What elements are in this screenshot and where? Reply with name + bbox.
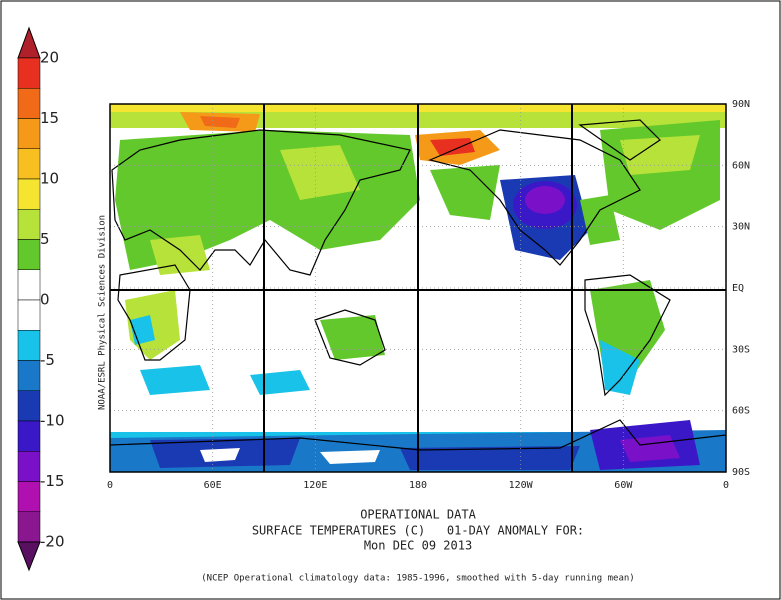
colorbar-segment — [17, 299, 41, 331]
caption-note: (NCEP Operational climatology data: 1985… — [201, 574, 634, 584]
colorbar-segment — [17, 330, 41, 361]
y-tick-label: 90S — [732, 467, 750, 478]
y-tick-label: 30N — [732, 222, 750, 233]
colorbar-label: -15 — [40, 472, 65, 490]
x-tick-label: 120W — [509, 480, 534, 491]
colorbar-segment — [17, 148, 41, 180]
colorbar-segment — [17, 390, 41, 422]
y-tick-label: 30S — [732, 344, 750, 355]
x-tick-label: 0 — [107, 480, 113, 491]
x-tick-label: 180 — [409, 480, 427, 491]
x-tick-label: 120E — [303, 480, 327, 491]
colorbar-segment — [17, 57, 41, 89]
colorbar-segment — [17, 88, 41, 119]
x-tick-label: 60W — [614, 480, 633, 491]
colorbar-label: -5 — [40, 351, 55, 369]
colorbar-segment — [17, 360, 41, 391]
colorbar: 20 15 10 5 0 -5 -10 -15 -20 — [17, 26, 65, 572]
colorbar-segment — [17, 209, 41, 240]
y-tick-label: 90N — [732, 99, 750, 110]
caption-line: SURFACE TEMPERATURES (C) 01-DAY ANOMALY … — [252, 524, 584, 538]
colorbar-segment — [17, 178, 41, 210]
colorbar-label: 10 — [40, 170, 59, 188]
colorbar-segment — [17, 420, 41, 452]
colorbar-label: -20 — [40, 533, 65, 551]
y-tick-label: 60S — [732, 406, 750, 417]
map-frame — [109, 103, 727, 473]
x-tick-label: 0 — [723, 480, 729, 491]
x-tick-label: 60E — [204, 480, 222, 491]
y-tick-label: 60N — [732, 160, 750, 171]
colorbar-segment — [17, 481, 41, 512]
colorbar-label: 15 — [40, 109, 59, 127]
colorbar-segment — [17, 511, 41, 543]
y-tick-label: EQ — [732, 283, 744, 294]
colorbar-label: 0 — [40, 291, 50, 309]
colorbar-segment — [17, 451, 41, 482]
coastlines — [109, 119, 727, 451]
caption-line: Mon DEC 09 2013 — [364, 539, 472, 553]
colorbar-label: -10 — [40, 412, 65, 430]
colorbar-arrow — [17, 541, 41, 572]
side-label: NOAA/ESRL Physical Sciences Division — [98, 215, 108, 410]
map: NOAA/ESRL Physical Sciences Division 0 60… — [98, 99, 751, 491]
caption-line: OPERATIONAL DATA — [360, 508, 476, 522]
colorbar-label: 20 — [40, 49, 59, 67]
colorbar-label: 5 — [40, 230, 50, 248]
colorbar-segment — [17, 269, 41, 301]
colorbar-segment — [17, 239, 41, 270]
colorbar-segment — [17, 118, 41, 149]
